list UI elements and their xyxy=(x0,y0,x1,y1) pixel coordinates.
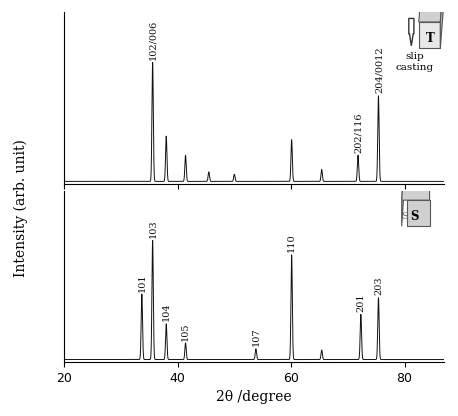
Text: T: T xyxy=(425,32,435,45)
Text: 102/006: 102/006 xyxy=(148,20,157,60)
Text: 203: 203 xyxy=(375,277,383,295)
Text: S: S xyxy=(401,212,408,221)
Polygon shape xyxy=(409,18,414,46)
Text: slip
casting: slip casting xyxy=(396,52,434,72)
Text: 107: 107 xyxy=(251,328,261,347)
Text: 104: 104 xyxy=(162,303,171,322)
Text: 103: 103 xyxy=(149,220,158,238)
Text: Intensity (arb. unit): Intensity (arb. unit) xyxy=(14,139,28,277)
Text: 201: 201 xyxy=(356,293,365,312)
Polygon shape xyxy=(440,0,447,48)
Text: 110: 110 xyxy=(287,234,296,253)
Text: 204/0012: 204/0012 xyxy=(375,47,383,93)
Polygon shape xyxy=(419,0,447,22)
Polygon shape xyxy=(407,200,430,226)
X-axis label: 2θ /degree: 2θ /degree xyxy=(216,390,292,404)
Text: 202/116: 202/116 xyxy=(354,112,363,153)
Polygon shape xyxy=(419,22,440,48)
Polygon shape xyxy=(402,123,430,200)
Text: 105: 105 xyxy=(181,322,190,341)
Text: S: S xyxy=(410,210,419,223)
Polygon shape xyxy=(402,123,407,226)
Text: 101: 101 xyxy=(137,273,147,292)
